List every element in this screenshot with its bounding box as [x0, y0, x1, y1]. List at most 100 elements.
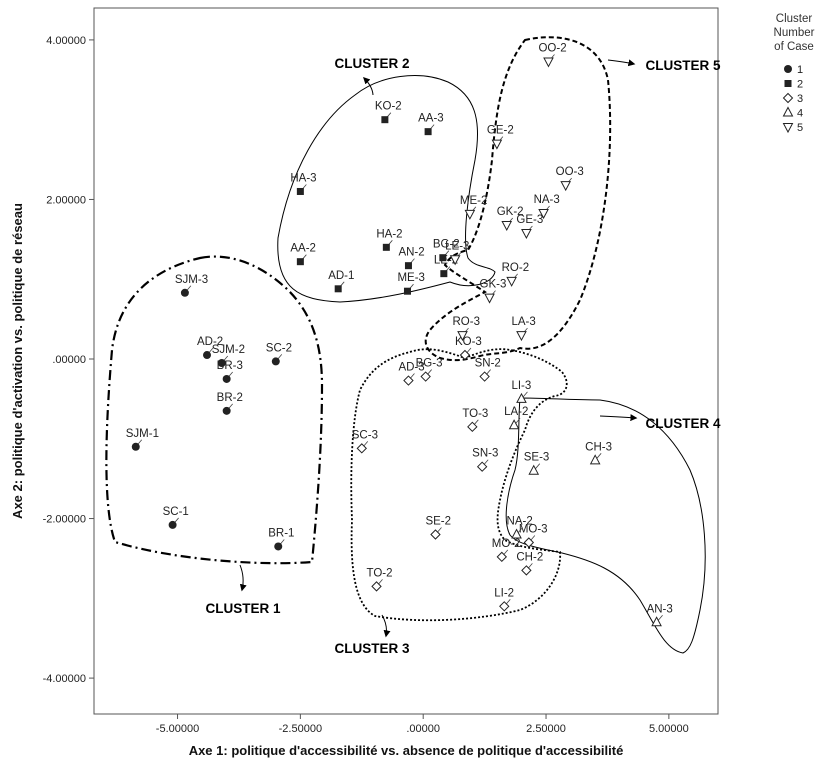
point-label: GK-3 [480, 279, 507, 291]
data-point-to-2: TO-2 [367, 567, 393, 592]
point-label: BR-3 [217, 360, 243, 372]
data-point-la-2: LA-2 [504, 406, 528, 430]
legend-item-label: 4 [797, 108, 803, 120]
point-marker-cluster-3 [467, 421, 478, 433]
data-point-se-3: SE-3 [524, 452, 549, 475]
data-point-sjm-3: SJM-3 [175, 274, 208, 297]
cluster-4-annotation: CLUSTER 4 [599, 414, 721, 431]
data-point-sc-3: SC-3 [352, 429, 378, 454]
point-marker-cluster-3 [356, 443, 367, 454]
point-label: AD-1 [328, 270, 354, 282]
point-label: LI-3 [511, 380, 531, 392]
point-label: AD-2 [197, 336, 223, 348]
point-marker-cluster-3 [521, 565, 532, 576]
point-label: BR-1 [268, 527, 294, 539]
point-marker-cluster-1 [271, 357, 280, 366]
point-marker-cluster-3 [430, 529, 441, 540]
data-point-ha-3: HA-3 [290, 172, 317, 195]
cluster-arrow [599, 414, 638, 422]
legend-marker-triangle-down [782, 123, 794, 134]
data-point-ch-2: CH-2 [516, 551, 543, 576]
legend-item-label: 2 [797, 79, 803, 91]
point-marker-cluster-1 [168, 520, 177, 529]
point-label: TO-3 [462, 408, 488, 420]
data-point-sn-2: SN-2 [475, 358, 501, 382]
data-point-li-2: LI-2 [494, 587, 514, 612]
point-marker-cluster-2 [403, 287, 411, 295]
data-point-ro-2: RO-2 [502, 262, 529, 287]
legend-marker-square [784, 80, 792, 87]
point-label: BG-2 [433, 239, 460, 251]
data-point-ge-3: GE-3 [516, 214, 543, 240]
y-tick-label: 2.00000 [46, 194, 86, 206]
cluster-label: CLUSTER 3 [334, 641, 410, 656]
data-point-mo-2: MO-2 [492, 538, 521, 563]
legend-item-1: 1 [784, 64, 803, 76]
cluster-arrow [363, 77, 374, 96]
cluster-arrow [381, 614, 391, 638]
point-label: NA-3 [534, 194, 560, 206]
cluster-1-outline [105, 255, 324, 565]
legend-marker-triangle-up [782, 106, 794, 117]
data-point-mo-3: MO-3 [519, 523, 548, 548]
point-marker-cluster-5 [491, 139, 503, 150]
point-marker-cluster-3 [420, 371, 431, 382]
point-marker-cluster-5 [543, 57, 554, 68]
data-point-to-3: TO-3 [462, 408, 488, 433]
cluster-label: CLUSTER 2 [334, 56, 409, 71]
point-label: GK-2 [497, 206, 524, 218]
point-label: NA-2 [507, 516, 533, 528]
y-tick-label: -2.00000 [43, 514, 86, 526]
y-tick-label: -4.00000 [43, 673, 86, 685]
point-label: HA-3 [290, 172, 316, 184]
point-label: GE-2 [487, 125, 514, 137]
point-label: AA-2 [290, 243, 316, 255]
legend-item-5: 5 [782, 122, 803, 134]
point-label: SC-3 [352, 429, 378, 441]
point-label: KO-3 [455, 336, 482, 348]
y-tick-label: .00000 [52, 354, 86, 366]
data-point-me-3: ME-3 [397, 272, 425, 295]
point-marker-cluster-5 [560, 181, 572, 192]
cluster-5-annotation: CLUSTER 5 [607, 58, 721, 73]
data-point-gk-2: GK-2 [497, 206, 524, 232]
cluster-outlines [105, 36, 706, 654]
point-marker-cluster-2 [381, 116, 389, 124]
point-label: RO-3 [453, 316, 480, 328]
point-marker-cluster-2 [440, 270, 448, 278]
point-marker-cluster-2 [439, 254, 447, 262]
legend-item-label: 1 [797, 64, 803, 76]
legend-item-label: 5 [797, 122, 803, 134]
data-point-ch-3: CH-3 [585, 441, 612, 465]
data-point-oo-2: OO-2 [538, 42, 567, 68]
legend: Cluster Number of Case 1 2 3 4 5 [774, 13, 815, 134]
point-marker-cluster-1 [274, 542, 283, 551]
point-label: ME-3 [397, 272, 424, 284]
point-marker-cluster-5 [516, 331, 527, 342]
point-label: LE-3 [445, 240, 469, 252]
point-marker-cluster-5 [449, 255, 461, 266]
x-axis-title: Axe 1: politique d'accessibilité vs. abs… [189, 743, 624, 758]
point-marker-cluster-1 [180, 288, 189, 297]
data-point-oo-3: OO-3 [556, 166, 584, 192]
point-marker-cluster-5 [457, 331, 468, 342]
cluster-label: CLUSTER 5 [645, 58, 721, 73]
point-label: SJM-1 [126, 428, 159, 440]
point-marker-cluster-2 [424, 128, 432, 136]
point-marker-cluster-3 [459, 349, 471, 361]
y-tick-label: 4.00000 [46, 35, 86, 47]
point-label: SC-1 [163, 506, 189, 518]
point-label: RO-2 [502, 262, 529, 274]
point-label: OO-2 [538, 42, 566, 54]
point-marker-cluster-3 [476, 461, 488, 472]
point-label: HA-2 [376, 228, 402, 240]
point-label: AD-3 [398, 362, 424, 374]
point-marker-cluster-3 [403, 375, 414, 386]
point-marker-cluster-4 [589, 454, 601, 465]
point-label: AN-2 [398, 247, 424, 259]
y-axis-title: Axe 2: politique d'activation vs. politi… [10, 203, 25, 519]
data-point-br-3: BR-3 [217, 360, 243, 383]
data-point-ro-3: RO-3 [453, 316, 480, 342]
data-point-li-3: LI-3 [511, 380, 531, 403]
